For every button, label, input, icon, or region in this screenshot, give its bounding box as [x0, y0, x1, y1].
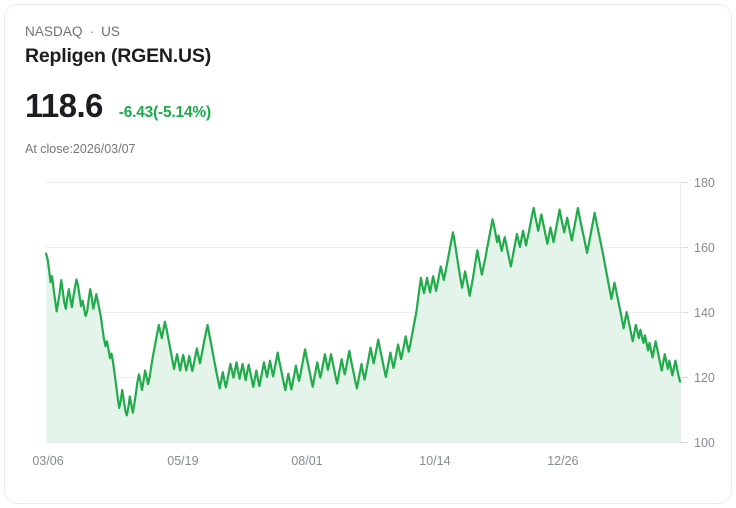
x-axis-label: 03/06 — [32, 454, 63, 468]
price-value: 118.6 — [25, 87, 103, 124]
y-axis-label: 100 — [694, 436, 715, 450]
x-axis-label: 12/26 — [547, 454, 578, 468]
exchange-name: NASDAQ — [25, 24, 83, 39]
y-axis-label: 140 — [694, 306, 715, 320]
y-axis-label: 160 — [694, 241, 715, 255]
price-row: 118.6 -6.43(-5.14%) — [25, 87, 625, 125]
price-chart-svg[interactable]: 100 120 140 160 180 03/06 05/19 08/01 10/14 12/26 — [5, 165, 731, 485]
page-title: Repligen (RGEN.US) — [25, 45, 211, 67]
x-axis-label: 05/19 — [167, 454, 198, 468]
quote-header: NASDAQ · US Repligen (RGEN.US) 118.6 -6.… — [25, 23, 625, 157]
y-axis-label: 120 — [694, 371, 715, 385]
x-axis-label: 10/14 — [419, 454, 450, 468]
stock-quote-card: NASDAQ · US Repligen (RGEN.US) 118.6 -6.… — [4, 4, 732, 504]
price-chart[interactable]: 100 120 140 160 180 03/06 05/19 08/01 10/14 12/26 — [5, 165, 731, 485]
exchange-separator: · — [89, 24, 95, 39]
y-axis-label: 180 — [694, 176, 715, 190]
x-axis-label: 08/01 — [291, 454, 322, 468]
region-label: US — [101, 24, 121, 39]
price-line — [44, 206, 682, 417]
price-area-fill — [46, 208, 680, 442]
market-status: At close:2026/03/07 — [25, 142, 136, 156]
price-change: -6.43(-5.14%) — [118, 104, 211, 121]
exchange-row: NASDAQ · US — [25, 23, 625, 40]
